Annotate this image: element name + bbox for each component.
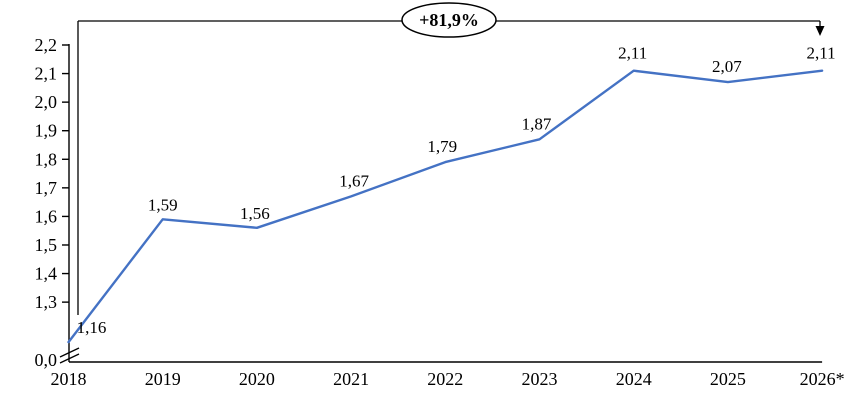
y-tick-label: 2,1	[35, 64, 58, 84]
data-label: 1,87	[522, 114, 552, 133]
y-tick-label: 2,0	[35, 92, 58, 112]
data-label: 1,67	[339, 171, 369, 190]
data-label: 1,59	[148, 195, 178, 214]
x-tick-label: 2023	[522, 369, 558, 389]
x-tick-label: 2021	[333, 369, 369, 389]
data-label: 2,11	[618, 44, 647, 63]
x-tick-label: 2020	[239, 369, 275, 389]
y-tick-label: 1,8	[35, 149, 58, 169]
x-tick-label: 2025	[710, 369, 746, 389]
y-tick-label: 1,7	[35, 178, 58, 198]
data-label: 1,16	[77, 318, 107, 337]
arrow-down-icon	[815, 26, 825, 36]
series-line	[67, 69, 824, 344]
data-label: 2,07	[712, 57, 742, 76]
x-tick-label: 2026*	[800, 369, 845, 389]
y-tick-label: 1,6	[35, 206, 58, 226]
axis-break-icon	[59, 353, 80, 364]
x-tick-label: 2022	[427, 369, 463, 389]
data-label: 2,11	[807, 44, 836, 63]
y-tick-label: 1,5	[35, 235, 58, 255]
x-tick-label: 2019	[145, 369, 181, 389]
x-tick-label: 2018	[51, 369, 87, 389]
y-tick-label: 1,3	[35, 292, 58, 312]
growth-ellipse	[401, 2, 497, 38]
y-origin-label: 0,0	[35, 350, 58, 370]
data-label: 1,79	[427, 137, 457, 156]
y-tick-label: 1,4	[35, 264, 58, 284]
axis-break-icon	[59, 347, 80, 358]
y-tick-label: 1,9	[35, 121, 58, 141]
x-tick-label: 2024	[616, 369, 652, 389]
y-tick-label: 2,2	[35, 35, 58, 55]
growth-label: +81,9%	[419, 10, 479, 30]
data-label: 1,56	[240, 204, 270, 223]
